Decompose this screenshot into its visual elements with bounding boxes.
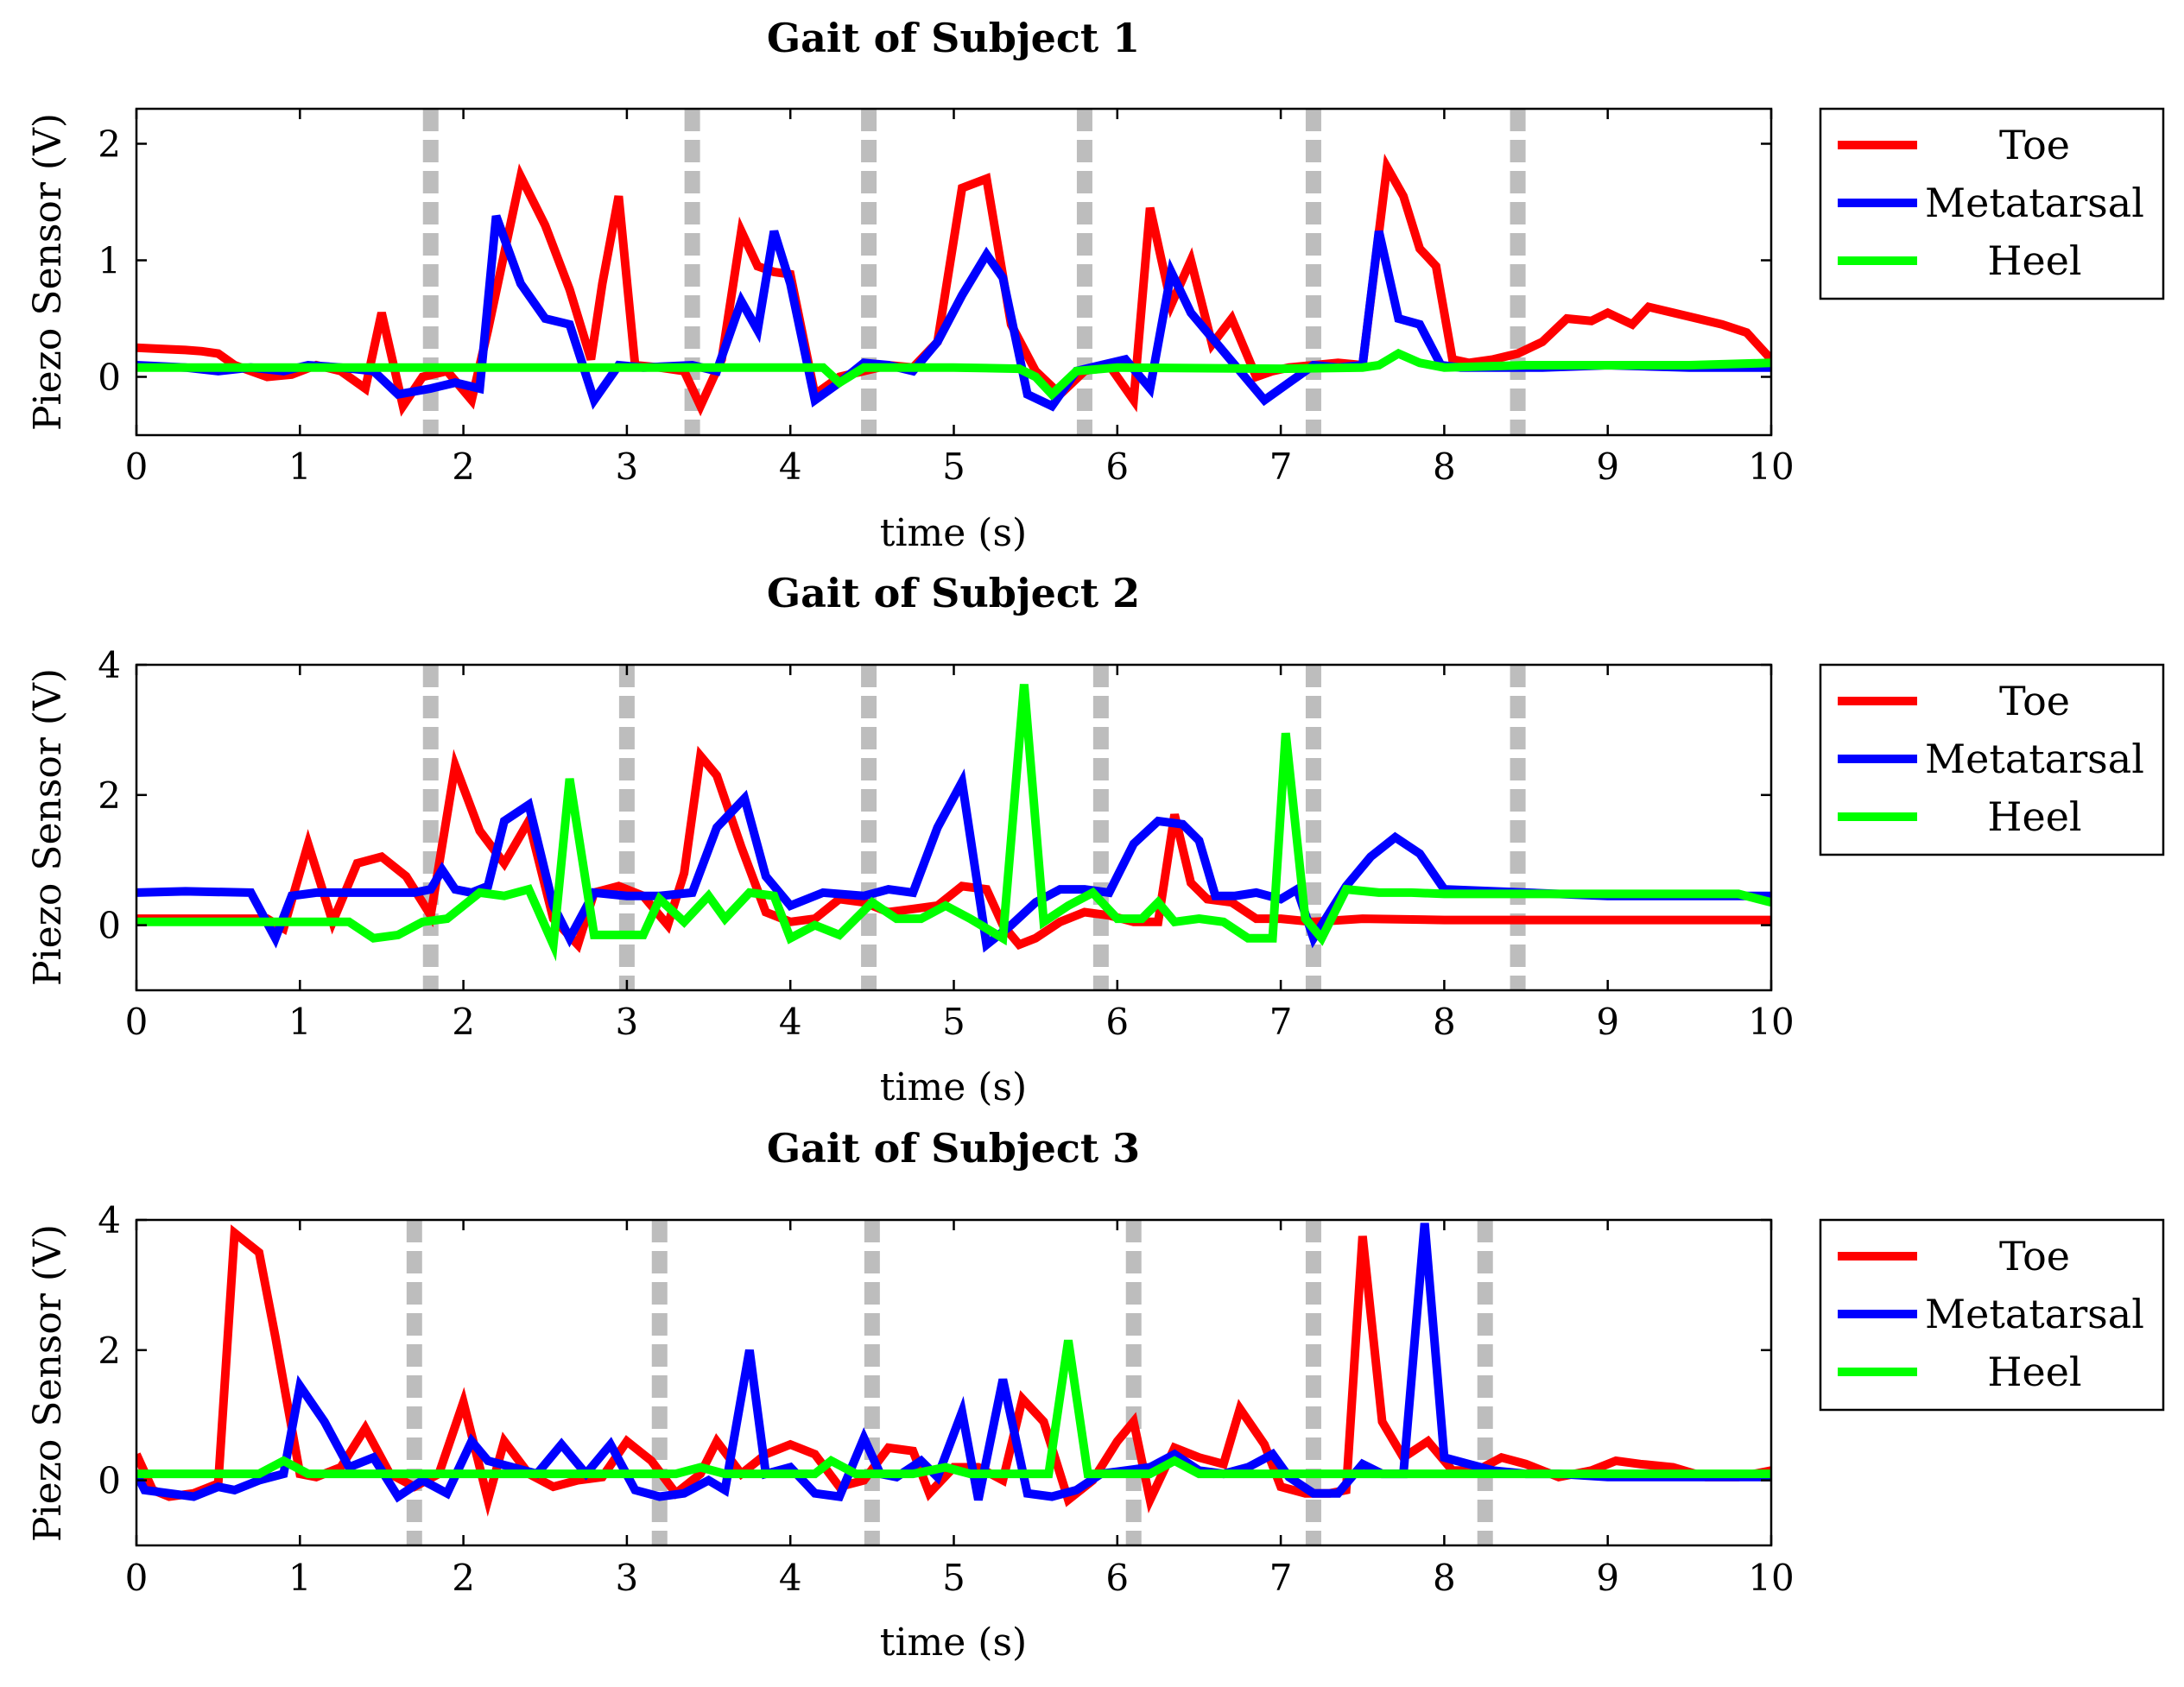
x-tick-label: 0 xyxy=(125,1557,149,1599)
x-tick-label: 6 xyxy=(1105,1557,1129,1599)
series-line-toe xyxy=(136,745,1771,953)
chart-panel-2: Gait of Subject 2 0 1 2 3 4 5 6 7 8 9 10 0 2 4 time (… xyxy=(26,570,2165,1109)
chart-title: Gait of Subject 2 xyxy=(767,570,1140,616)
x-tick-label: 4 xyxy=(779,1001,802,1043)
legend-label-toe: Toe xyxy=(1999,678,2070,724)
legend-label-heel: Heel xyxy=(1987,1349,2081,1395)
x-tick-label: 9 xyxy=(1596,1001,1619,1043)
x-tick-label: 7 xyxy=(1269,445,1293,488)
x-tick-label: 1 xyxy=(288,1557,312,1599)
x-tick-label: 10 xyxy=(1748,1557,1794,1599)
x-tick-label: 5 xyxy=(942,1557,965,1599)
x-tick-label: 9 xyxy=(1596,445,1619,488)
series-line-heel xyxy=(136,684,1771,962)
y-tick-label: 2 xyxy=(98,123,121,166)
chart-title: Gait of Subject 1 xyxy=(767,15,1140,61)
legend: Toe Metatarsal Heel xyxy=(1819,663,2165,856)
x-axis-label: time (s) xyxy=(880,511,1027,555)
axis-ticks: 0 1 2 3 4 5 6 7 8 9 10 0 2 4 xyxy=(98,644,1794,1043)
chart-title: Gait of Subject 3 xyxy=(767,1125,1140,1172)
x-tick-label: 2 xyxy=(452,445,475,488)
x-tick-label: 3 xyxy=(616,445,639,488)
x-tick-label: 10 xyxy=(1748,445,1794,488)
y-tick-label: 4 xyxy=(98,644,121,686)
step-markers xyxy=(422,109,1526,435)
x-tick-label: 3 xyxy=(616,1557,639,1599)
series-line-toe xyxy=(136,1224,1771,1517)
x-tick-label: 1 xyxy=(288,445,312,488)
x-tick-label: 6 xyxy=(1105,445,1129,488)
legend-label-metatarsal: Metatarsal xyxy=(1925,1291,2144,1337)
x-tick-label: 6 xyxy=(1105,1001,1129,1043)
x-tick-label: 8 xyxy=(1433,1557,1456,1599)
x-tick-label: 8 xyxy=(1433,445,1456,488)
series-lines xyxy=(136,684,1771,962)
legend: Toe Metatarsal Heel xyxy=(1819,107,2165,300)
chart-panel-1: Gait of Subject 1 0 1 2 3 4 5 6 7 8 9 10 0 1 2 time (… xyxy=(26,15,2165,555)
y-tick-label: 0 xyxy=(98,905,121,947)
x-axis-label: time (s) xyxy=(880,1065,1027,1109)
series-line-metatarsal xyxy=(136,768,1771,953)
y-axis-label: Piezo Sensor (V) xyxy=(26,113,70,431)
series-lines xyxy=(136,153,1771,417)
series-line-heel xyxy=(136,1339,1771,1479)
legend-label-metatarsal: Metatarsal xyxy=(1925,180,2144,226)
y-tick-label: 4 xyxy=(98,1199,121,1242)
x-tick-label: 7 xyxy=(1269,1001,1293,1043)
series-line-heel xyxy=(136,348,1771,401)
x-tick-label: 3 xyxy=(616,1001,639,1043)
x-tick-label: 2 xyxy=(452,1001,475,1043)
x-tick-label: 0 xyxy=(125,1001,149,1043)
series-line-metatarsal xyxy=(136,1223,1771,1503)
step-markers xyxy=(406,1220,1493,1545)
y-tick-label: 2 xyxy=(98,1330,121,1372)
plot-frame xyxy=(135,107,1773,437)
y-tick-label: 2 xyxy=(98,774,121,817)
x-tick-label: 5 xyxy=(942,1001,965,1043)
x-tick-label: 7 xyxy=(1269,1557,1293,1599)
x-tick-label: 1 xyxy=(288,1001,312,1043)
x-tick-label: 8 xyxy=(1433,1001,1456,1043)
y-axis-label: Piezo Sensor (V) xyxy=(26,668,70,986)
legend-label-heel: Heel xyxy=(1987,237,2081,284)
x-tick-label: 10 xyxy=(1748,1001,1794,1043)
series-lines xyxy=(136,1223,1771,1517)
y-tick-label: 1 xyxy=(98,240,121,282)
x-tick-label: 5 xyxy=(942,445,965,488)
x-tick-label: 0 xyxy=(125,445,149,488)
y-axis-label: Piezo Sensor (V) xyxy=(26,1224,70,1542)
x-tick-label: 2 xyxy=(452,1557,475,1599)
axis-ticks: 0 1 2 3 4 5 6 7 8 9 10 0 2 4 xyxy=(98,1199,1794,1599)
y-tick-label: 0 xyxy=(98,1460,121,1502)
legend-label-metatarsal: Metatarsal xyxy=(1925,736,2144,782)
x-axis-label: time (s) xyxy=(880,1621,1027,1665)
legend: Toe Metatarsal Heel xyxy=(1819,1218,2165,1412)
plot-frame xyxy=(135,1218,1773,1547)
x-tick-label: 4 xyxy=(779,445,802,488)
axis-ticks: 0 1 2 3 4 5 6 7 8 9 10 0 1 2 xyxy=(98,109,1795,488)
legend-label-heel: Heel xyxy=(1987,793,2081,840)
x-tick-label: 4 xyxy=(779,1557,802,1599)
step-markers xyxy=(422,665,1526,990)
y-tick-label: 0 xyxy=(98,357,121,399)
legend-label-toe: Toe xyxy=(1999,1233,2070,1279)
x-tick-label: 9 xyxy=(1596,1557,1619,1599)
legend-label-toe: Toe xyxy=(1999,122,2070,168)
chart-panel-3: Gait of Subject 3 0 1 2 3 4 5 6 7 8 9 10 0 2 4 time (… xyxy=(26,1125,2165,1665)
